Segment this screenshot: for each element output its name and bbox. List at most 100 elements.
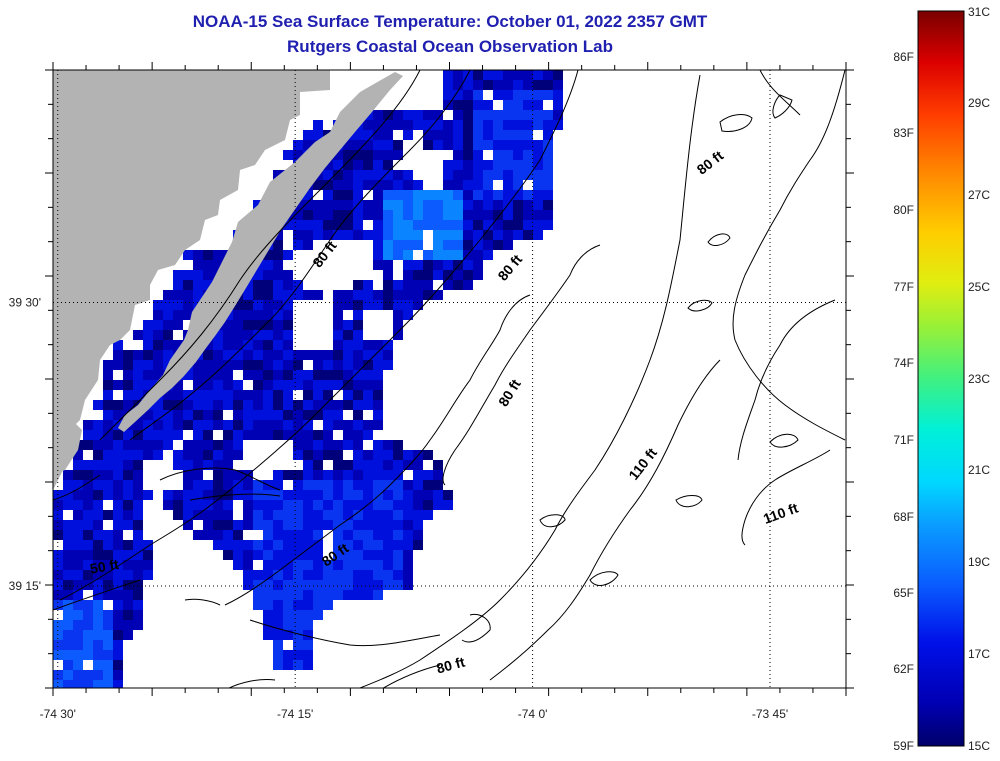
sst-pixel xyxy=(173,300,183,310)
sst-pixel xyxy=(203,410,213,420)
sst-pixel xyxy=(213,520,223,530)
sst-pixel xyxy=(423,450,433,460)
sst-pixel xyxy=(333,190,343,200)
sst-pixel xyxy=(533,200,543,210)
sst-pixel xyxy=(403,300,413,310)
sst-pixel xyxy=(273,350,283,360)
sst-pixel xyxy=(413,220,423,230)
sst-pixel xyxy=(493,170,503,180)
sst-pixel xyxy=(103,360,113,370)
sst-pixel xyxy=(273,620,283,630)
sst-pixel xyxy=(293,600,303,610)
colorbar-f-label: 80F xyxy=(893,203,914,217)
sst-pixel xyxy=(353,340,363,350)
sst-pixel xyxy=(533,140,543,150)
sst-pixel xyxy=(183,400,193,410)
sst-pixel xyxy=(343,580,353,590)
sst-pixel xyxy=(103,460,113,470)
sst-pixel xyxy=(333,380,343,390)
sst-pixel xyxy=(233,480,243,490)
sst-pixel xyxy=(463,220,473,230)
sst-pixel xyxy=(123,520,133,530)
sst-pixel xyxy=(183,460,193,470)
sst-pixel xyxy=(113,430,123,440)
sst-pixel xyxy=(423,490,433,500)
sst-pixel xyxy=(243,420,253,430)
sst-pixel xyxy=(223,380,233,390)
sst-pixel xyxy=(333,360,343,370)
sst-pixel xyxy=(283,370,293,380)
y-tick-label: 39 15' xyxy=(9,579,41,593)
sst-pixel xyxy=(533,190,543,200)
sst-pixel xyxy=(313,450,323,460)
sst-pixel xyxy=(203,480,213,490)
sst-pixel xyxy=(223,520,233,530)
sst-pixel xyxy=(63,530,73,540)
sst-pixel xyxy=(183,300,193,310)
sst-pixel xyxy=(213,460,223,470)
colorbar-c-label: 23C xyxy=(968,372,990,386)
sst-pixel xyxy=(203,370,213,380)
sst-pixel xyxy=(413,110,423,120)
sst-pixel xyxy=(123,360,133,370)
sst-pixel xyxy=(393,110,403,120)
sst-pixel xyxy=(353,230,363,240)
sst-pixel xyxy=(353,130,363,140)
sst-pixel xyxy=(283,340,293,350)
sst-pixel xyxy=(133,420,143,430)
sst-pixel xyxy=(293,590,303,600)
sst-pixel xyxy=(263,530,273,540)
sst-pixel xyxy=(63,520,73,530)
sst-pixel xyxy=(173,500,183,510)
sst-pixel xyxy=(293,470,303,480)
sst-pixel xyxy=(233,350,243,360)
sst-pixel xyxy=(143,430,153,440)
sst-pixel xyxy=(383,210,393,220)
sst-pixel xyxy=(193,450,203,460)
sst-pixel xyxy=(223,330,233,340)
sst-pixel xyxy=(303,220,313,230)
sst-pixel xyxy=(333,580,343,590)
sst-pixel xyxy=(383,350,393,360)
sst-pixel xyxy=(303,410,313,420)
sst-pixel xyxy=(493,70,503,80)
sst-pixel xyxy=(133,480,143,490)
colorbar-f-label: 71F xyxy=(893,433,914,447)
sst-pixel xyxy=(263,570,273,580)
sst-pixel xyxy=(493,160,503,170)
sst-pixel xyxy=(343,140,353,150)
sst-pixel xyxy=(313,510,323,520)
sst-pixel xyxy=(323,360,333,370)
sst-pixel xyxy=(453,260,463,270)
sst-pixel xyxy=(123,540,133,550)
sst-pixel xyxy=(313,580,323,590)
sst-pixel xyxy=(443,100,453,110)
sst-pixel xyxy=(443,200,453,210)
colorbar-c-label: 19C xyxy=(968,555,990,569)
sst-pixel xyxy=(213,510,223,520)
sst-pixel xyxy=(253,390,263,400)
sst-pixel xyxy=(223,420,233,430)
sst-pixel xyxy=(253,340,263,350)
sst-pixel xyxy=(333,230,343,240)
sst-pixel xyxy=(293,480,303,490)
sst-pixel xyxy=(543,210,553,220)
sst-pixel xyxy=(303,190,313,200)
sst-pixel xyxy=(303,640,313,650)
sst-pixel xyxy=(333,560,343,570)
sst-pixel xyxy=(163,440,173,450)
sst-pixel xyxy=(443,140,453,150)
sst-pixel xyxy=(63,650,73,660)
sst-pixel xyxy=(293,660,303,670)
sst-pixel xyxy=(273,400,283,410)
sst-pixel xyxy=(473,130,483,140)
sst-pixel xyxy=(203,500,213,510)
sst-pixel xyxy=(543,110,553,120)
sst-pixel xyxy=(293,490,303,500)
sst-pixel xyxy=(423,140,433,150)
sst-pixel xyxy=(493,80,503,90)
sst-pixel xyxy=(263,360,273,370)
sst-pixel xyxy=(363,510,373,520)
sst-pixel xyxy=(263,320,273,330)
colorbar-f-label: 68F xyxy=(893,510,914,524)
